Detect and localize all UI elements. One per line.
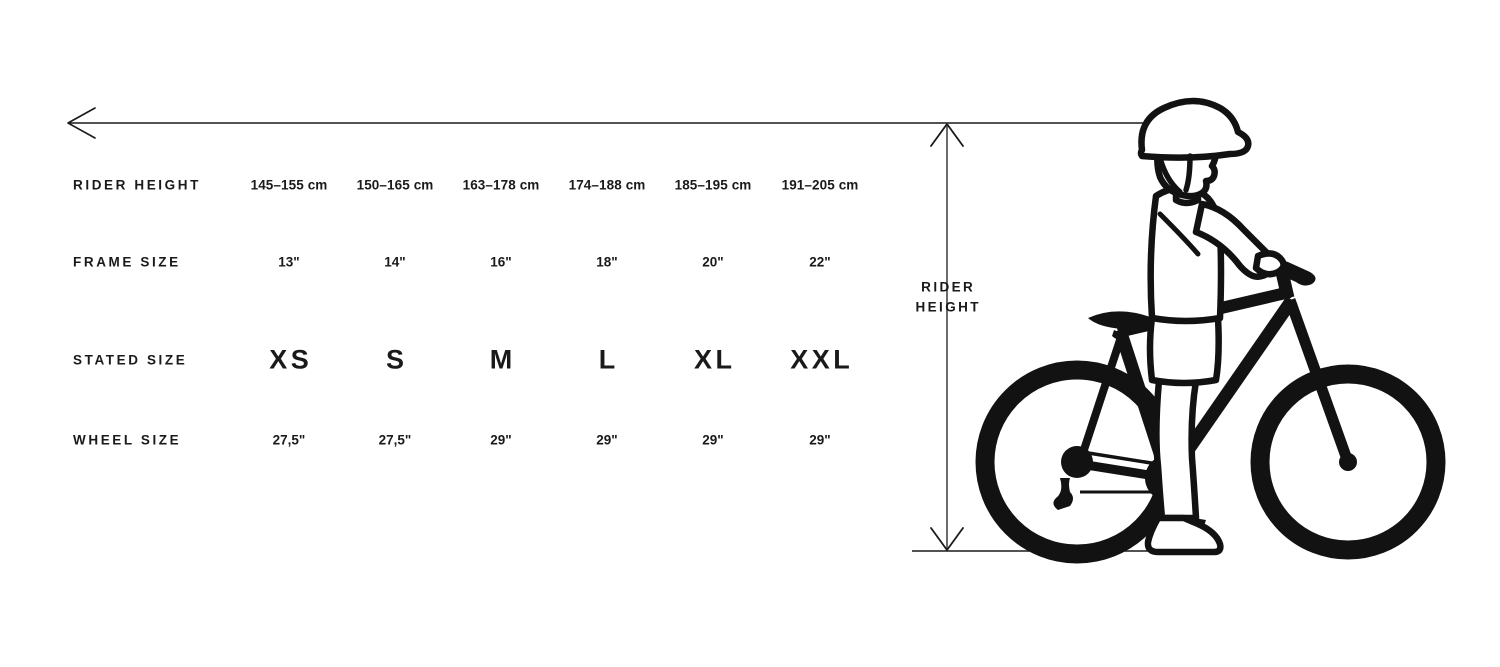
saddle [1088, 311, 1162, 330]
helmet-strap-front [1157, 155, 1183, 195]
rider-helmet [1137, 97, 1252, 161]
helmet-strap-rear [1183, 153, 1193, 193]
cell-wheel-size-6: 29" [809, 432, 831, 448]
row-label-rider-height: RIDER HEIGHT [73, 177, 201, 193]
row-label-stated-size: STATED SIZE [73, 352, 188, 368]
cell-stated-size-3: M [489, 344, 516, 375]
seat-stay [1076, 338, 1124, 464]
cell-rider-height-1: 145–155 cm [250, 177, 328, 193]
rear-derailleur [1053, 478, 1073, 510]
cell-wheel-size-1: 27,5" [272, 432, 306, 448]
cell-frame-size-3: 16" [490, 254, 512, 270]
cyclist-illustration [975, 97, 1446, 564]
rider-shorts [1146, 312, 1222, 387]
row-label-wheel-size: WHEEL SIZE [73, 432, 182, 448]
cell-rider-height-6: 191–205 cm [781, 177, 859, 193]
cell-wheel-size-3: 29" [490, 432, 512, 448]
rider-leg [1153, 366, 1202, 522]
cell-wheel-size-4: 29" [596, 432, 618, 448]
cell-rider-height-3: 163–178 cm [462, 177, 540, 193]
vertical-dimension-label-line2: HEIGHT [915, 299, 981, 314]
rider-shoe [1144, 514, 1224, 556]
cell-frame-size-4: 18" [596, 254, 618, 270]
cell-stated-size-6: XXL [790, 344, 854, 375]
rider-figure [1137, 97, 1287, 556]
cell-frame-size-5: 20" [702, 254, 724, 270]
head-tube [1275, 270, 1295, 300]
vertical-dimension-label: RIDER HEIGHT [913, 277, 981, 316]
cell-rider-height-4: 174–188 cm [568, 177, 646, 193]
saddle-rail [1112, 330, 1128, 341]
front-wheel [1250, 364, 1446, 560]
rider-sleeve-crease [1157, 211, 1201, 257]
cell-rider-height-2: 150–165 cm [356, 177, 434, 193]
row-label-frame-size: FRAME SIZE [73, 254, 181, 270]
cell-stated-size-1: XS [269, 344, 313, 375]
cell-rider-height-5: 185–195 cm [674, 177, 752, 193]
cell-stated-size-4: L [598, 344, 619, 375]
cassette [1061, 446, 1093, 478]
cell-wheel-size-2: 27,5" [378, 432, 412, 448]
front-fork [1284, 298, 1354, 464]
rider-hand [1252, 250, 1287, 278]
front-hub [1339, 453, 1357, 471]
vertical-dimension-label-line1: RIDER [921, 279, 976, 295]
cell-stated-size-5: XL [693, 344, 736, 375]
cell-stated-size-2: S [385, 344, 408, 375]
cell-frame-size-1: 13" [278, 254, 300, 270]
cell-wheel-size-5: 29" [702, 432, 724, 448]
cell-frame-size-2: 14" [384, 254, 406, 270]
size-table: RIDER HEIGHT 145–155 cm 150–165 cm 163–1… [73, 177, 859, 448]
cell-frame-size-6: 22" [809, 254, 831, 270]
